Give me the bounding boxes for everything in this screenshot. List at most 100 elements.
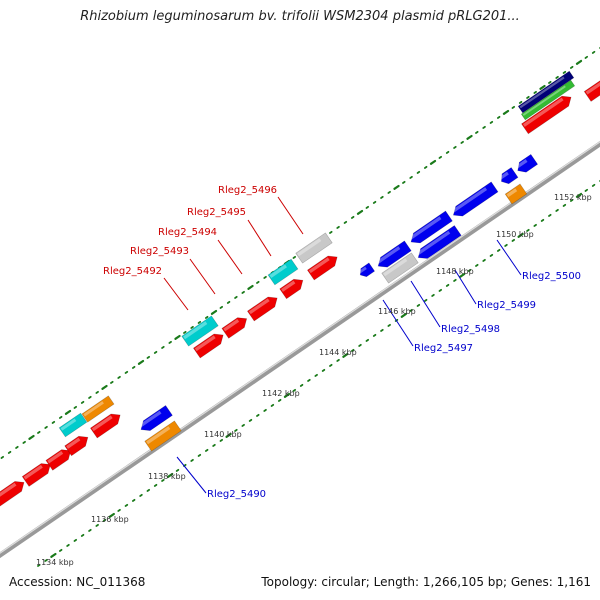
gene-label-rleg2-5493[interactable]: Rleg2_5493 bbox=[130, 246, 189, 257]
dotted-track-upper bbox=[0, 455, 5, 459]
gene-red-upper-5 bbox=[89, 413, 121, 439]
backbone-line-outer bbox=[0, 140, 600, 559]
dotted-track-upper bbox=[393, 184, 400, 190]
gene-red-upper-10-shine bbox=[308, 257, 330, 274]
gene-red-upper-10 bbox=[306, 255, 338, 281]
gene-gray-lower-1 bbox=[381, 252, 419, 284]
gene-red-upper-9 bbox=[279, 278, 304, 300]
dotted-track-lower bbox=[431, 293, 435, 297]
map-title: Rhizobium leguminosarum bv. trifolii WSM… bbox=[80, 9, 520, 24]
dotted-track-upper bbox=[146, 355, 151, 359]
gene-label-rleg2-5497[interactable]: Rleg2_5497 bbox=[414, 343, 473, 354]
dotted-track-lower bbox=[372, 333, 377, 337]
dotted-track-lower bbox=[283, 392, 291, 398]
gene-label-rleg2-5492[interactable]: Rleg2_5492 bbox=[103, 266, 162, 277]
gene-orange-lower-2-body bbox=[504, 183, 528, 205]
leader-rleg2-5499 bbox=[454, 269, 477, 305]
gene-label-rleg2-5490[interactable]: Rleg2_5490 bbox=[207, 489, 266, 500]
gene-red-upper-5-body bbox=[89, 413, 121, 439]
gene-features bbox=[0, 70, 600, 507]
gene-red-upper-6 bbox=[192, 333, 224, 359]
dotted-track-lower bbox=[533, 223, 537, 227]
dotted-track-lower bbox=[380, 328, 384, 332]
gene-navy-upper-1-shine bbox=[519, 76, 565, 109]
dotted-track-upper bbox=[15, 445, 19, 449]
dotted-track-upper bbox=[380, 195, 384, 199]
gene-label-rleg2-5499[interactable]: Rleg2_5499 bbox=[477, 300, 536, 311]
dotted-track-lower bbox=[44, 558, 48, 562]
dotted-track-upper bbox=[569, 65, 574, 69]
dotted-track-lower bbox=[365, 338, 370, 342]
dotted-track-lower bbox=[475, 263, 479, 267]
gene-blue-lower-7-shine bbox=[499, 171, 509, 180]
leader-rleg2-5493 bbox=[189, 258, 216, 295]
dotted-track-lower bbox=[175, 468, 180, 472]
genome-summary-text: Topology: circular; Length: 1,266,105 bp… bbox=[261, 575, 591, 589]
gene-label-rleg2-5496[interactable]: Rleg2_5496 bbox=[218, 185, 277, 196]
gene-red-upper-6-body bbox=[192, 333, 224, 359]
dotted-track-lower bbox=[102, 518, 107, 522]
gene-red-upper-5-shine bbox=[91, 415, 113, 432]
dotted-track-lower bbox=[219, 438, 224, 442]
dotted-track-upper bbox=[548, 80, 552, 84]
gene-label-rleg2-5500[interactable]: Rleg2_5500 bbox=[522, 271, 581, 282]
backbone-line bbox=[0, 140, 600, 559]
gene-blue-lower-6-shine bbox=[451, 187, 488, 214]
gene-gray-upper-1 bbox=[295, 232, 333, 264]
accession-text: Accession: NC_011368 bbox=[9, 575, 146, 589]
dotted-track-upper bbox=[197, 320, 202, 324]
gene-blue-lower-8-shine bbox=[515, 159, 528, 169]
gene-red-upper-3-shine bbox=[47, 451, 64, 464]
dotted-track-lower bbox=[504, 243, 508, 247]
gene-blue-lower-5-shine bbox=[409, 216, 442, 241]
dotted-track-upper bbox=[365, 205, 370, 209]
dotted-track-upper bbox=[168, 340, 172, 344]
gene-orange-lower-2-shine bbox=[506, 188, 518, 198]
dotted-track-lower bbox=[307, 378, 311, 382]
dotted-track-lower bbox=[131, 498, 136, 502]
dotted-track-upper bbox=[110, 380, 114, 384]
gene-red-upper-3 bbox=[45, 449, 72, 471]
gene-red-upper-2-body bbox=[21, 463, 51, 487]
gene-blue-lower-3 bbox=[376, 240, 412, 268]
dotted-track-upper bbox=[183, 330, 187, 334]
dotted-track-upper bbox=[423, 165, 428, 169]
dotted-track-upper bbox=[80, 400, 85, 404]
leader-rleg2-5492 bbox=[163, 277, 189, 311]
dotted-track-lower bbox=[350, 348, 355, 352]
dotted-track-upper bbox=[438, 155, 443, 159]
gene-red-upper-7 bbox=[221, 317, 248, 339]
dotted-track-upper bbox=[153, 350, 158, 354]
gene-gray-upper-1-body bbox=[295, 232, 333, 264]
dotted-track-lower bbox=[453, 278, 457, 282]
gene-red-upper-9-shine bbox=[281, 280, 296, 292]
gene-blue-lower-7-body bbox=[501, 167, 519, 185]
dotted-track-upper bbox=[350, 215, 355, 219]
gene-label-rleg2-5498[interactable]: Rleg2_5498 bbox=[441, 324, 500, 335]
gene-red-upper-1 bbox=[0, 481, 25, 507]
dotted-track-lower bbox=[58, 548, 63, 552]
dotted-track-lower bbox=[270, 403, 275, 407]
gene-red-upper-1-shine bbox=[0, 482, 17, 500]
leader-rleg2-5497 bbox=[382, 299, 414, 347]
gene-cyan-upper-1 bbox=[58, 412, 88, 438]
dotted-track-upper bbox=[409, 175, 413, 179]
dotted-track-lower bbox=[526, 228, 530, 232]
dotted-track-upper bbox=[329, 230, 333, 234]
gene-orange-upper-1-shine bbox=[83, 401, 104, 417]
gene-label-rleg2-5495[interactable]: Rleg2_5495 bbox=[187, 207, 246, 218]
dotted-track-lower bbox=[299, 383, 304, 387]
dotted-track-upper bbox=[475, 130, 479, 134]
dotted-track-lower bbox=[256, 413, 260, 417]
gene-cyan-upper-3-shine bbox=[269, 264, 287, 278]
gene-cyan-upper-1-shine bbox=[60, 418, 77, 431]
gene-cyan-upper-3-body bbox=[267, 258, 299, 286]
dotted-track-upper bbox=[496, 115, 501, 119]
dotted-track-upper bbox=[372, 200, 377, 204]
gene-label-rleg2-5494[interactable]: Rleg2_5494 bbox=[158, 227, 217, 238]
dotted-track-lower bbox=[569, 198, 574, 202]
gene-red-upper-3-body bbox=[45, 449, 72, 471]
dotted-track-upper bbox=[51, 420, 56, 424]
gene-red-upper-12-body bbox=[583, 78, 600, 102]
